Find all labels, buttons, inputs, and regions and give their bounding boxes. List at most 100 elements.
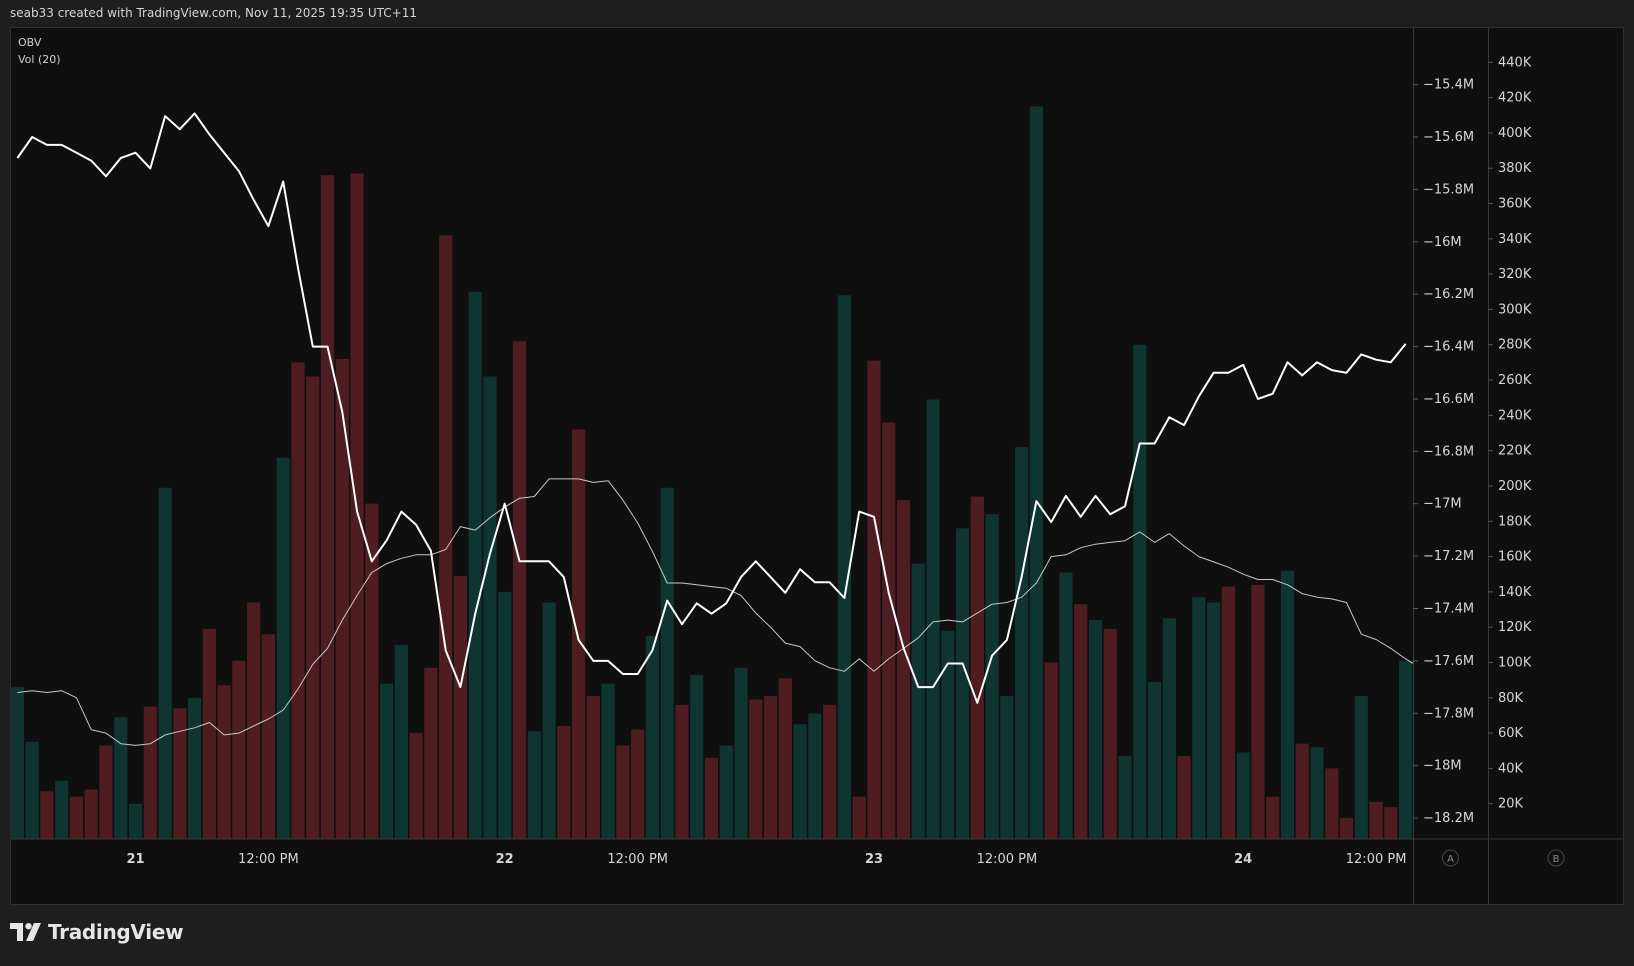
volume-bar [512,341,527,839]
volume-ma-line [17,478,1421,746]
volume-bar [1000,696,1014,839]
volume-bar [1088,620,1103,839]
obv-tick-label: −15.6M [1423,130,1474,145]
volume-bar [557,726,571,839]
volume-bar [1295,743,1309,839]
volume-bar [527,731,541,839]
obv-tick-label: −17M [1423,497,1462,512]
volume-bar [926,399,940,839]
volume-bar [586,696,600,839]
obv-tick-label: −16.6M [1423,392,1474,407]
scale-button-b-label[interactable]: B [1553,854,1560,865]
volume-tick-label: 320K [1498,267,1532,282]
indicator-legend: OBV Vol (20) [18,34,61,68]
time-tick-label: 12:00 PM [607,852,668,867]
obv-tick-label: −15.4M [1423,78,1474,93]
obv-series-line [16,112,1407,704]
volume-bar [394,644,408,839]
volume-bar [1399,660,1413,839]
volume-bar [1192,597,1206,839]
volume-bar [911,563,925,839]
time-tick-label: 23 [865,852,883,867]
volume-bar [970,496,984,839]
volume-bar [572,429,586,839]
volume-bar [1074,604,1088,839]
legend-obv[interactable]: OBV [18,36,42,49]
chart-border [10,27,1624,905]
volume-tick-label: 100K [1498,655,1532,670]
volume-bar [306,376,320,839]
time-scale-panel [10,839,1624,905]
volume-bar [483,376,497,839]
obv-tick-label: −15.8M [1423,182,1474,197]
volume-tick-label: 60K [1498,726,1524,741]
volume-bar [1354,696,1368,839]
volume-tick-label: 140K [1498,585,1532,600]
volume-ma-series-line [17,478,1421,746]
volume-bar [690,674,704,839]
chart-header: seab33 created with TradingView.com, Nov… [10,6,417,20]
volume-bar [25,741,39,839]
volume-bar [675,704,689,839]
obv-tick-label: −17.6M [1423,654,1474,669]
volume-tick-label: 380K [1498,161,1532,176]
volume-bar [1015,447,1029,839]
volume-tick-label: 440K [1498,55,1532,70]
volume-bar [143,706,157,839]
volume-tick-label: 420K [1498,91,1532,106]
volume-bar [1221,586,1235,839]
chart-area[interactable]: −15.4M −15.6M −15.8M −16M −16.2M −16.4M −16.6M… [10,27,1624,905]
obv-tick-label: −16M [1423,235,1462,250]
volume-tick-label: 280K [1498,338,1532,353]
volume-bar [1266,796,1280,839]
volume-bar [365,503,379,839]
volume-tick-label: 180K [1498,514,1532,529]
volume-bar [941,630,955,839]
volume-bar [749,699,763,839]
volume-bar [1177,756,1191,839]
volume-bar [1369,801,1383,839]
volume-tick-label: 400K [1498,126,1532,141]
volume-tick-label: 200K [1498,479,1532,494]
volume-bar [335,358,349,839]
volume-bar [1280,570,1295,839]
volume-bar [1147,681,1162,839]
time-tick-label: 21 [126,852,144,867]
volume-obv-chart[interactable]: −15.4M −15.6M −15.8M −16M −16.2M −16.4M −16.6M… [10,27,1624,905]
axes: −15.4M −15.6M −15.8M −16M −16.2M −16.4M −16.6M… [10,27,1624,905]
time-tick-label: 12:00 PM [238,852,299,867]
volume-bar [320,175,335,839]
volume-tick-label: 220K [1498,444,1532,459]
volume-bar [542,602,556,839]
volume-bar [763,696,778,839]
volume-bar [261,634,276,839]
volume-bar [778,678,792,839]
volume-bar [1118,756,1132,839]
tradingview-logo[interactable]: TradingView [10,920,184,944]
volume-bar [645,636,660,839]
time-tick-label: 24 [1234,852,1252,867]
volume-bar [453,575,468,839]
time-tick-label: 12:00 PM [1346,852,1407,867]
obv-line [16,112,1407,704]
obv-tick-label: −16.8M [1423,444,1474,459]
volume-bar [793,724,807,839]
time-tick-label: 22 [496,852,514,867]
scale-button-a-label[interactable]: A [1447,854,1454,865]
volume-bar [1162,618,1176,839]
volume-bar [173,708,187,839]
volume-bar [439,235,453,840]
obv-tick-label: −16.2M [1423,287,1474,302]
volume-bar [114,717,128,839]
scale-button-b[interactable] [1547,849,1565,867]
volume-bar [158,487,172,839]
legend-volume[interactable]: Vol (20) [18,53,61,66]
volume-bar [660,487,674,839]
volume-bar [1236,752,1250,839]
time-tick-label: 12:00 PM [977,852,1038,867]
obv-tick-label: −17.2M [1423,549,1474,564]
scale-button-a[interactable] [1442,849,1459,867]
volume-bar [69,796,84,839]
volume-bar [202,628,216,839]
volume-bar [704,757,719,839]
